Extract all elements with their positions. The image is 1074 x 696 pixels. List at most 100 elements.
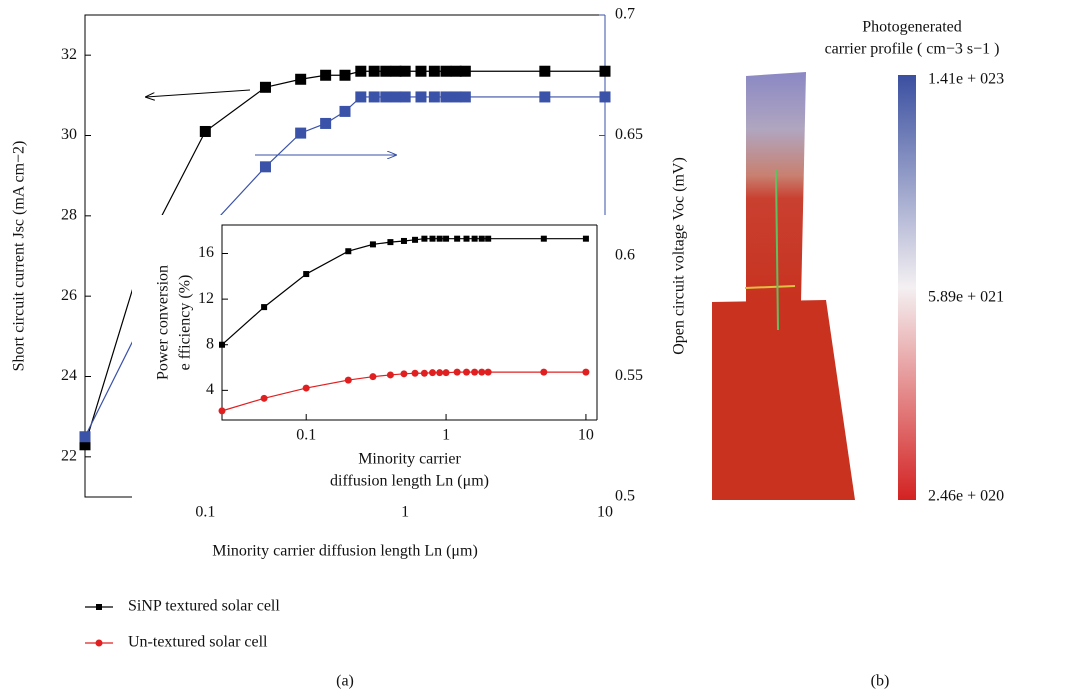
marker	[369, 373, 377, 381]
marker	[380, 91, 392, 103]
x-axis-label: Minority carrier	[358, 451, 461, 468]
marker	[390, 91, 402, 103]
marker	[368, 91, 380, 103]
marker	[259, 161, 271, 173]
x-tick-label: 0.1	[296, 427, 316, 444]
marker	[463, 368, 471, 376]
axis-frame	[221, 224, 597, 421]
marker	[415, 91, 427, 103]
y2-tick-label: 0.6	[615, 247, 635, 264]
marker	[429, 369, 437, 377]
marker	[390, 65, 402, 77]
marker	[302, 384, 310, 392]
colorbar-label: 1.41e + 023	[928, 71, 1004, 88]
marker	[471, 235, 478, 242]
marker	[478, 368, 486, 376]
y-tick-label: 4	[206, 381, 214, 398]
marker	[471, 368, 479, 376]
marker	[420, 369, 428, 377]
y-axis-label: e fficiency (%)	[177, 275, 194, 371]
y2-tick-label: 0.5	[615, 488, 635, 505]
marker	[355, 91, 367, 103]
marker	[380, 65, 392, 77]
y2-tick-label: 0.55	[615, 367, 643, 384]
y-tick-label: 16	[198, 244, 214, 261]
marker	[339, 69, 351, 81]
marker	[539, 65, 551, 77]
marker	[428, 91, 440, 103]
marker	[295, 127, 307, 139]
x-tick-label: 0.1	[195, 504, 215, 521]
y-axis-label: Power conversion	[155, 265, 172, 380]
marker	[440, 91, 452, 103]
legend-marker	[96, 604, 102, 610]
y-tick-label: 8	[206, 335, 214, 352]
marker	[345, 248, 352, 255]
marker	[303, 271, 310, 278]
panel-label: (b)	[871, 673, 890, 690]
marker	[79, 431, 91, 443]
marker	[399, 91, 411, 103]
x-tick-label: 10	[597, 504, 613, 521]
marker	[450, 91, 462, 103]
marker	[540, 368, 548, 376]
arrow	[146, 89, 251, 97]
x-axis-label: Minority carrier diffusion length Ln (μm…	[212, 543, 478, 560]
x-tick-label: 10	[578, 427, 594, 444]
marker	[485, 235, 492, 242]
marker	[261, 304, 268, 311]
y-tick-label: 22	[61, 448, 77, 465]
marker	[478, 235, 485, 242]
marker	[539, 91, 551, 103]
marker	[344, 376, 352, 384]
marker	[259, 81, 271, 93]
marker	[399, 65, 411, 77]
marker	[582, 235, 589, 242]
marker	[436, 369, 444, 377]
marker	[428, 65, 440, 77]
marker	[400, 237, 407, 244]
y-tick-label: 12	[198, 290, 214, 307]
legend-label: SiNP textured solar cell	[128, 598, 280, 615]
marker	[450, 65, 462, 77]
marker	[436, 235, 443, 242]
y-tick-label: 24	[61, 367, 77, 384]
panel-label: (a)	[336, 673, 354, 690]
marker	[339, 105, 351, 117]
marker	[411, 369, 419, 377]
marker	[443, 235, 450, 242]
colorbar-title: Photogenerated	[862, 19, 962, 36]
colorbar	[898, 75, 916, 500]
legend-label: Un-textured solar cell	[128, 634, 268, 651]
x-tick-label: 1	[442, 427, 450, 444]
marker	[199, 125, 211, 137]
marker	[453, 368, 461, 376]
marker	[400, 370, 408, 378]
colorbar-label: 2.46e + 020	[928, 488, 1004, 505]
marker	[463, 235, 470, 242]
y2-tick-label: 0.7	[615, 6, 635, 23]
marker	[440, 65, 452, 77]
x-axis-label: diffusion length Ln (μm)	[330, 473, 489, 490]
y-tick-label: 30	[61, 126, 77, 143]
colorbar-title: carrier profile ( cm−3 s−1 )	[825, 41, 1000, 58]
y-tick-label: 28	[61, 207, 77, 224]
marker	[368, 65, 380, 77]
y-tick-label: 26	[61, 287, 77, 304]
marker	[355, 65, 367, 77]
marker	[386, 371, 394, 379]
x-tick-label: 1	[401, 504, 409, 521]
marker	[582, 368, 590, 376]
marker	[218, 407, 226, 415]
marker	[540, 235, 547, 242]
marker	[260, 394, 268, 402]
marker	[320, 69, 332, 81]
device-image	[712, 72, 855, 500]
marker	[412, 236, 419, 243]
marker	[454, 235, 461, 242]
marker	[459, 65, 471, 77]
marker	[599, 65, 611, 77]
y2-tick-label: 0.65	[615, 126, 643, 143]
y-tick-label: 32	[61, 46, 77, 63]
